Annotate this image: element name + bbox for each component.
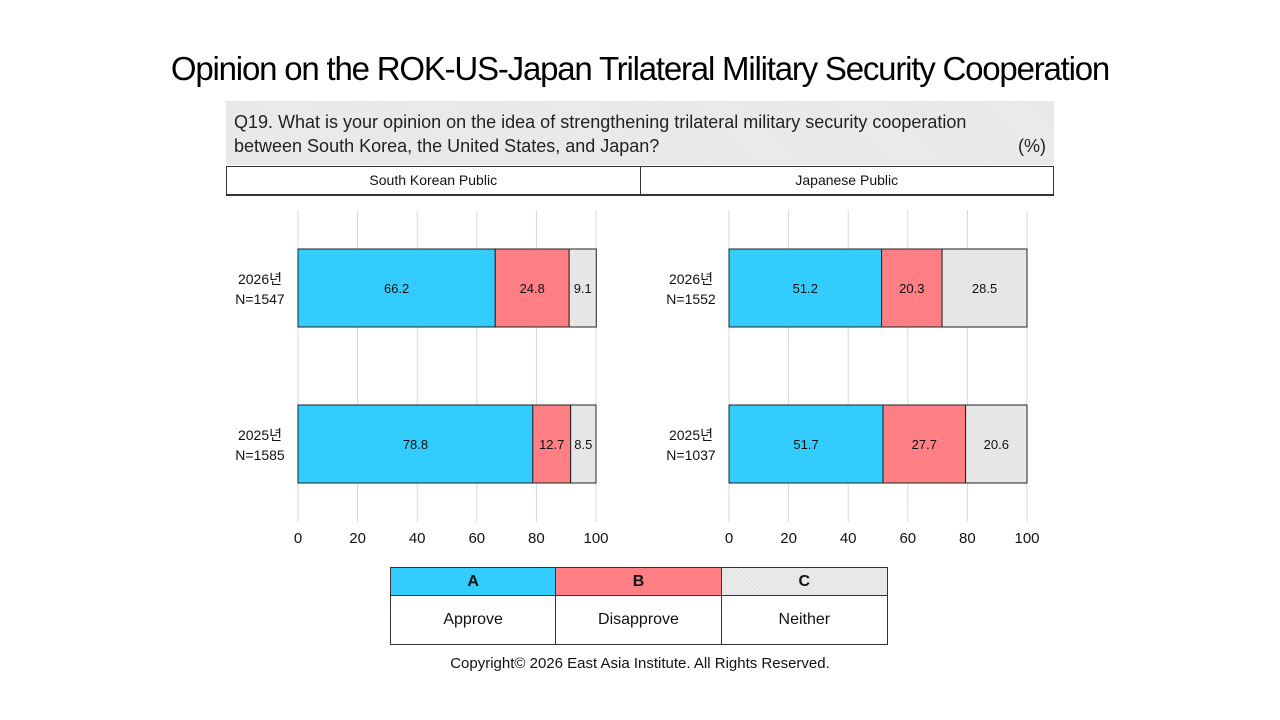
data-label: 9.1 (574, 281, 592, 296)
category-year-label: 2026년 (238, 271, 282, 287)
panel-header: South Korean Public Japanese Public (226, 166, 1054, 196)
x-tick-label: 60 (899, 530, 916, 547)
question-line-2: between South Korea, the United States, … (234, 136, 660, 156)
category-year-label: 2025년 (669, 427, 713, 443)
x-tick-label: 100 (1014, 530, 1039, 547)
data-label: 8.5 (574, 437, 592, 452)
x-tick-label: 0 (725, 530, 733, 547)
x-tick-label: 40 (840, 530, 857, 547)
bar-segment (297, 404, 534, 484)
category-n-label: N=1547 (235, 291, 285, 307)
bar-segment (532, 404, 572, 484)
data-label: 20.3 (899, 281, 924, 296)
x-tick-label: 40 (409, 530, 426, 547)
category-n-label: N=1037 (666, 447, 716, 463)
x-tick-label: 100 (583, 530, 608, 547)
bar-segment (965, 404, 1028, 484)
x-tick-label: 80 (528, 530, 545, 547)
bar-segment (568, 248, 597, 328)
copyright: Copyright© 2026 East Asia Institute. All… (450, 655, 830, 672)
x-tick-label: 20 (780, 530, 797, 547)
legend-key-b: B (556, 568, 722, 596)
category-year-label: 2025년 (238, 427, 282, 443)
data-label: 28.5 (972, 281, 997, 296)
panel-title-japan: Japanese Public (795, 172, 899, 188)
data-label: 66.2 (384, 281, 409, 296)
legend-label-approve: Approve (391, 596, 557, 644)
data-label: 24.8 (520, 281, 545, 296)
bar-segment (941, 248, 1028, 328)
data-label: 12.7 (539, 437, 564, 452)
bar-segment (728, 248, 883, 328)
question-line-1: Q19. What is your opinion on the idea of… (234, 112, 967, 132)
bar-segment (882, 404, 967, 484)
legend-label-disapprove: Disapprove (556, 596, 722, 644)
data-label: 51.7 (793, 437, 818, 452)
data-label: 51.2 (793, 281, 818, 296)
legend-label-neither: Neither (778, 611, 831, 628)
data-label: 20.6 (984, 437, 1009, 452)
bar-segment (570, 404, 597, 484)
category-n-label: N=1552 (666, 291, 716, 307)
question-box: Q19. What is your opinion on the idea of… (226, 101, 1054, 165)
x-tick-label: 80 (959, 530, 976, 547)
data-label: 78.8 (403, 437, 428, 452)
bar-segment (728, 404, 884, 484)
x-tick-label: 60 (468, 530, 485, 547)
legend-key-a: A (391, 568, 557, 596)
x-tick-label: 0 (294, 530, 302, 547)
category-year-label: 2026년 (669, 271, 713, 287)
panel-title-korea: South Korean Public (227, 167, 641, 194)
bar-segment (494, 248, 570, 328)
data-label: 27.7 (912, 437, 937, 452)
category-n-label: N=1585 (235, 447, 285, 463)
bar-segment (297, 248, 496, 328)
bar-segment (881, 248, 943, 328)
x-tick-label: 20 (349, 530, 366, 547)
chart-title: Opinion on the ROK-US-Japan Trilateral M… (170, 50, 1110, 87)
unit-label: (%) (1018, 136, 1046, 156)
legend: A B C Approve Disapprove Neither (390, 567, 888, 645)
legend-key-c: C (721, 568, 887, 596)
